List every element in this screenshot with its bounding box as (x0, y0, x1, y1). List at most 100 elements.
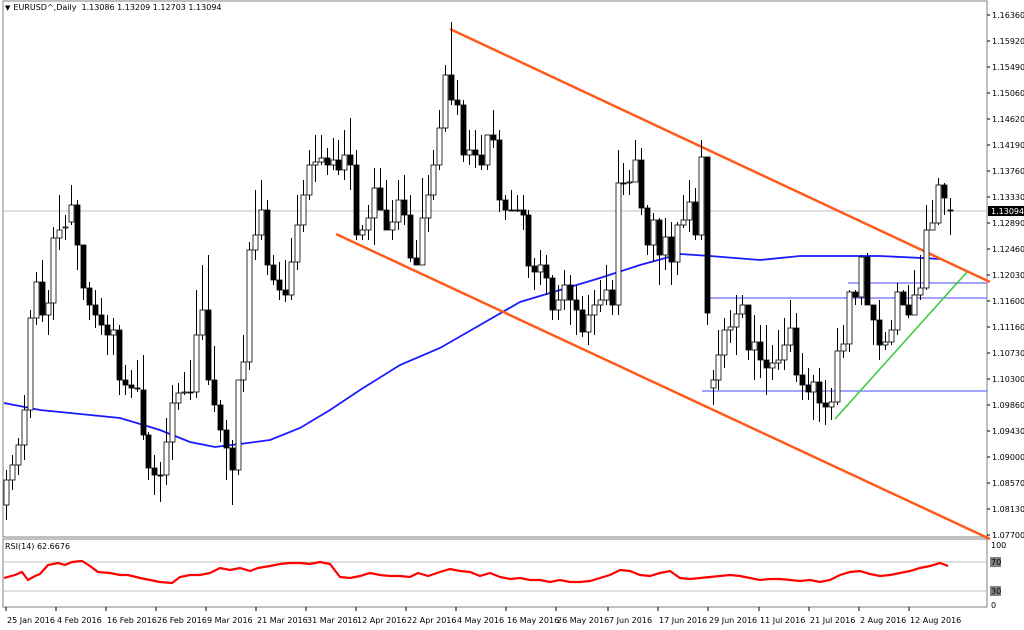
candle-bull (15, 444, 22, 466)
candle-bear (134, 387, 141, 390)
candle-bear (448, 74, 455, 101)
candle-bull (537, 264, 544, 273)
candle-bear (793, 327, 800, 376)
rsi-line (3, 559, 949, 585)
candle-bull (739, 304, 746, 315)
candle-bull (252, 234, 259, 251)
candle-bear (270, 264, 277, 281)
candle-bear (335, 159, 342, 171)
y-tick-label: 1.08130 (992, 505, 1024, 514)
candle-bull (312, 161, 319, 166)
y-tick-label: 1.10300 (992, 375, 1024, 384)
candle-bear (145, 434, 152, 469)
candle-bear (579, 309, 586, 333)
candle-bull (395, 199, 402, 223)
candle-bear (514, 209, 521, 212)
candle-bear (644, 207, 651, 246)
candle-bull (430, 164, 437, 196)
y-tick-label: 1.12030 (992, 271, 1024, 280)
current-price-label: 1.13094 (991, 207, 1024, 216)
y-tick-label: 1.14620 (992, 115, 1024, 124)
candle-bull (561, 284, 568, 301)
candle-bear (567, 284, 574, 301)
candles (3, 22, 954, 520)
candle-bear (490, 134, 497, 141)
candle-bull (50, 237, 57, 304)
candle-bull (199, 309, 206, 336)
candle-bull (341, 154, 348, 171)
candle-bear (573, 299, 580, 311)
candle-bear (98, 314, 105, 326)
candle-bull (235, 379, 242, 471)
candle-bear (745, 304, 752, 351)
candle-bear (668, 236, 675, 263)
candle-bear (264, 209, 271, 266)
candle-bear (763, 359, 770, 369)
candle-bear (905, 304, 912, 316)
candle-bull (894, 291, 901, 331)
candle-bull (787, 327, 794, 346)
candle-bull (193, 334, 200, 393)
x-tick-label: 21 Mar 2016 (257, 616, 308, 625)
candle-bull (318, 157, 325, 163)
candle-bull (935, 184, 942, 224)
y-tick-label: 1.07700 (992, 531, 1024, 540)
x-tick-label: 16 May 2016 (507, 616, 559, 625)
candle-bull (662, 236, 669, 256)
candle-bear (460, 104, 467, 156)
candle-bull (258, 209, 265, 236)
candle-bull (721, 329, 728, 356)
candle-bear (531, 265, 538, 273)
candle-bull (882, 341, 889, 346)
candle-bull (45, 302, 52, 316)
candle-bull (911, 294, 918, 316)
candle-bear (609, 289, 616, 306)
candle-bull (27, 317, 34, 411)
candle-bear (157, 474, 164, 477)
candle-bull (442, 74, 449, 129)
candle-bear (205, 309, 212, 381)
candle-bear (692, 201, 699, 236)
y-tick-label: 1.11160 (992, 323, 1024, 332)
x-tick-label: 2 Aug 2016 (860, 616, 906, 625)
candle-bear (86, 287, 93, 306)
candle-bull (686, 201, 693, 221)
candle-bull (3, 479, 10, 506)
candle-bear (229, 447, 236, 471)
candle-bull (650, 219, 657, 246)
x-tick-label: 31 Mar 2016 (307, 616, 358, 625)
x-tick-label: 16 Feb 2016 (107, 616, 157, 625)
candle-bear (211, 379, 218, 406)
candle-bull (175, 392, 182, 404)
candle-bull (62, 226, 69, 229)
candle-bear (116, 329, 123, 381)
candle-bull (359, 229, 366, 236)
y-tick-label: 1.13330 (992, 193, 1024, 202)
rsi-level-label: 100 (991, 541, 1006, 550)
candle-bull (727, 326, 734, 331)
candle-bull (603, 289, 610, 301)
x-tick-label: 26 May 2016 (557, 616, 609, 625)
x-tick-label: 12 Apr 2016 (357, 616, 406, 625)
candle-bull (840, 343, 847, 352)
y-tick-label: 1.09000 (992, 453, 1024, 462)
candle-bull (615, 182, 622, 306)
ascending-trendline (834, 271, 968, 420)
candle-bull (769, 362, 776, 369)
candle-bear (941, 184, 948, 199)
candle-bear (282, 289, 289, 296)
candle-bull (715, 354, 722, 381)
candle-bear (74, 204, 81, 246)
candle-bull (306, 164, 313, 196)
candle-bull (181, 391, 188, 394)
x-tick-label: 21 Jul 2016 (810, 616, 855, 625)
candle-bull (33, 281, 40, 319)
rsi-level-tag (990, 557, 1001, 567)
candle-bull (917, 287, 924, 296)
collapse-triangle-icon[interactable]: ▼ (5, 4, 11, 12)
y-tick-label: 1.15920 (992, 37, 1024, 46)
candle-bull (68, 204, 75, 223)
candle-bull (810, 381, 817, 393)
y-tick-label: 1.08570 (992, 479, 1024, 488)
